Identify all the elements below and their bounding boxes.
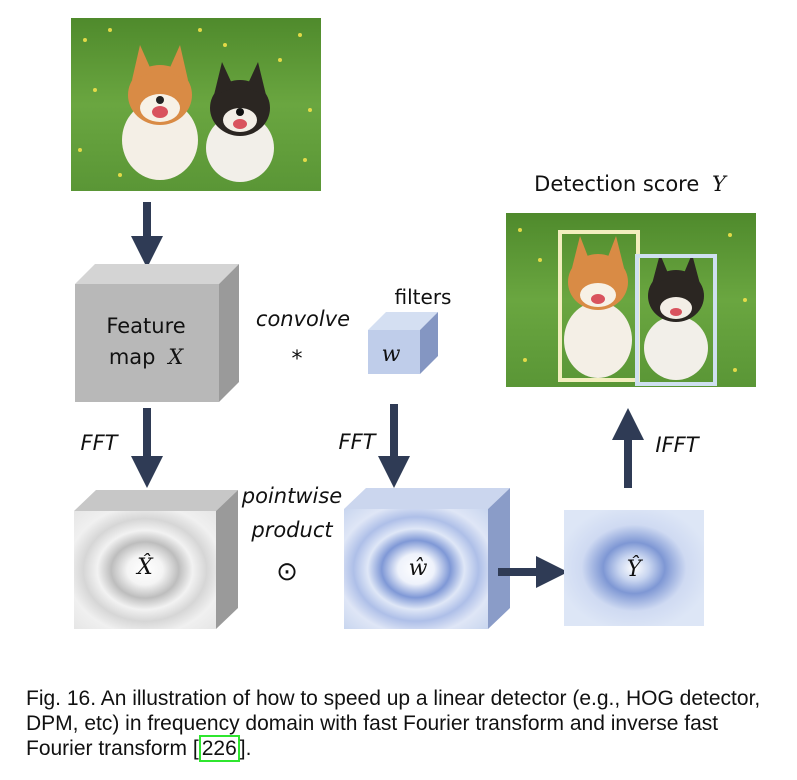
caption-tail: . <box>245 737 252 760</box>
bounding-box-black-dog <box>635 254 717 386</box>
feature-map-label-2: map X <box>109 345 184 369</box>
detected-shiba-icon <box>564 236 632 378</box>
fft-label-mid: FFT <box>339 430 378 454</box>
black-dog-icon <box>206 62 274 182</box>
x-hat-var: X̂ <box>135 554 154 580</box>
filter-var: w <box>382 342 401 367</box>
detection-var: Y <box>712 172 728 196</box>
y-hat-square <box>564 510 704 626</box>
feature-map-var: X <box>166 345 184 369</box>
w-hat-var: ŵ <box>409 556 428 581</box>
caption-ref-close: ] <box>239 737 246 760</box>
pointwise-label: pointwise <box>241 484 342 508</box>
feature-map-cube <box>75 264 239 402</box>
pointwise-symbol: ⊙ <box>276 557 298 587</box>
detection-title-text: Detection score <box>534 172 699 196</box>
filters-label: filters <box>395 285 452 309</box>
x-hat-cube <box>74 490 238 629</box>
product-label: product <box>250 518 333 542</box>
input-photo <box>71 18 321 191</box>
shiba-dog-icon <box>122 45 198 180</box>
detection-title: Detection score Y <box>534 172 728 196</box>
feature-map-label: Feature <box>106 314 185 338</box>
feature-map-word: map <box>109 345 156 369</box>
fft-label-left: FFT <box>81 431 120 455</box>
ifft-label: IFFT <box>655 433 700 457</box>
detection-photo <box>506 213 756 387</box>
w-hat-cube <box>344 488 510 629</box>
y-hat-var: Ŷ <box>627 555 644 582</box>
caption-text: Fig. 16. An illustration of how to speed… <box>26 687 761 760</box>
detected-black-dog-icon <box>644 254 708 380</box>
filter-cube <box>368 312 438 374</box>
caption-ref-open: [ <box>192 737 199 760</box>
caption-reference-link[interactable]: 226 <box>198 735 240 762</box>
figure-caption: Fig. 16. An illustration of how to speed… <box>26 686 786 762</box>
convolve-symbol: * <box>292 347 303 372</box>
convolve-label: convolve <box>256 307 350 331</box>
